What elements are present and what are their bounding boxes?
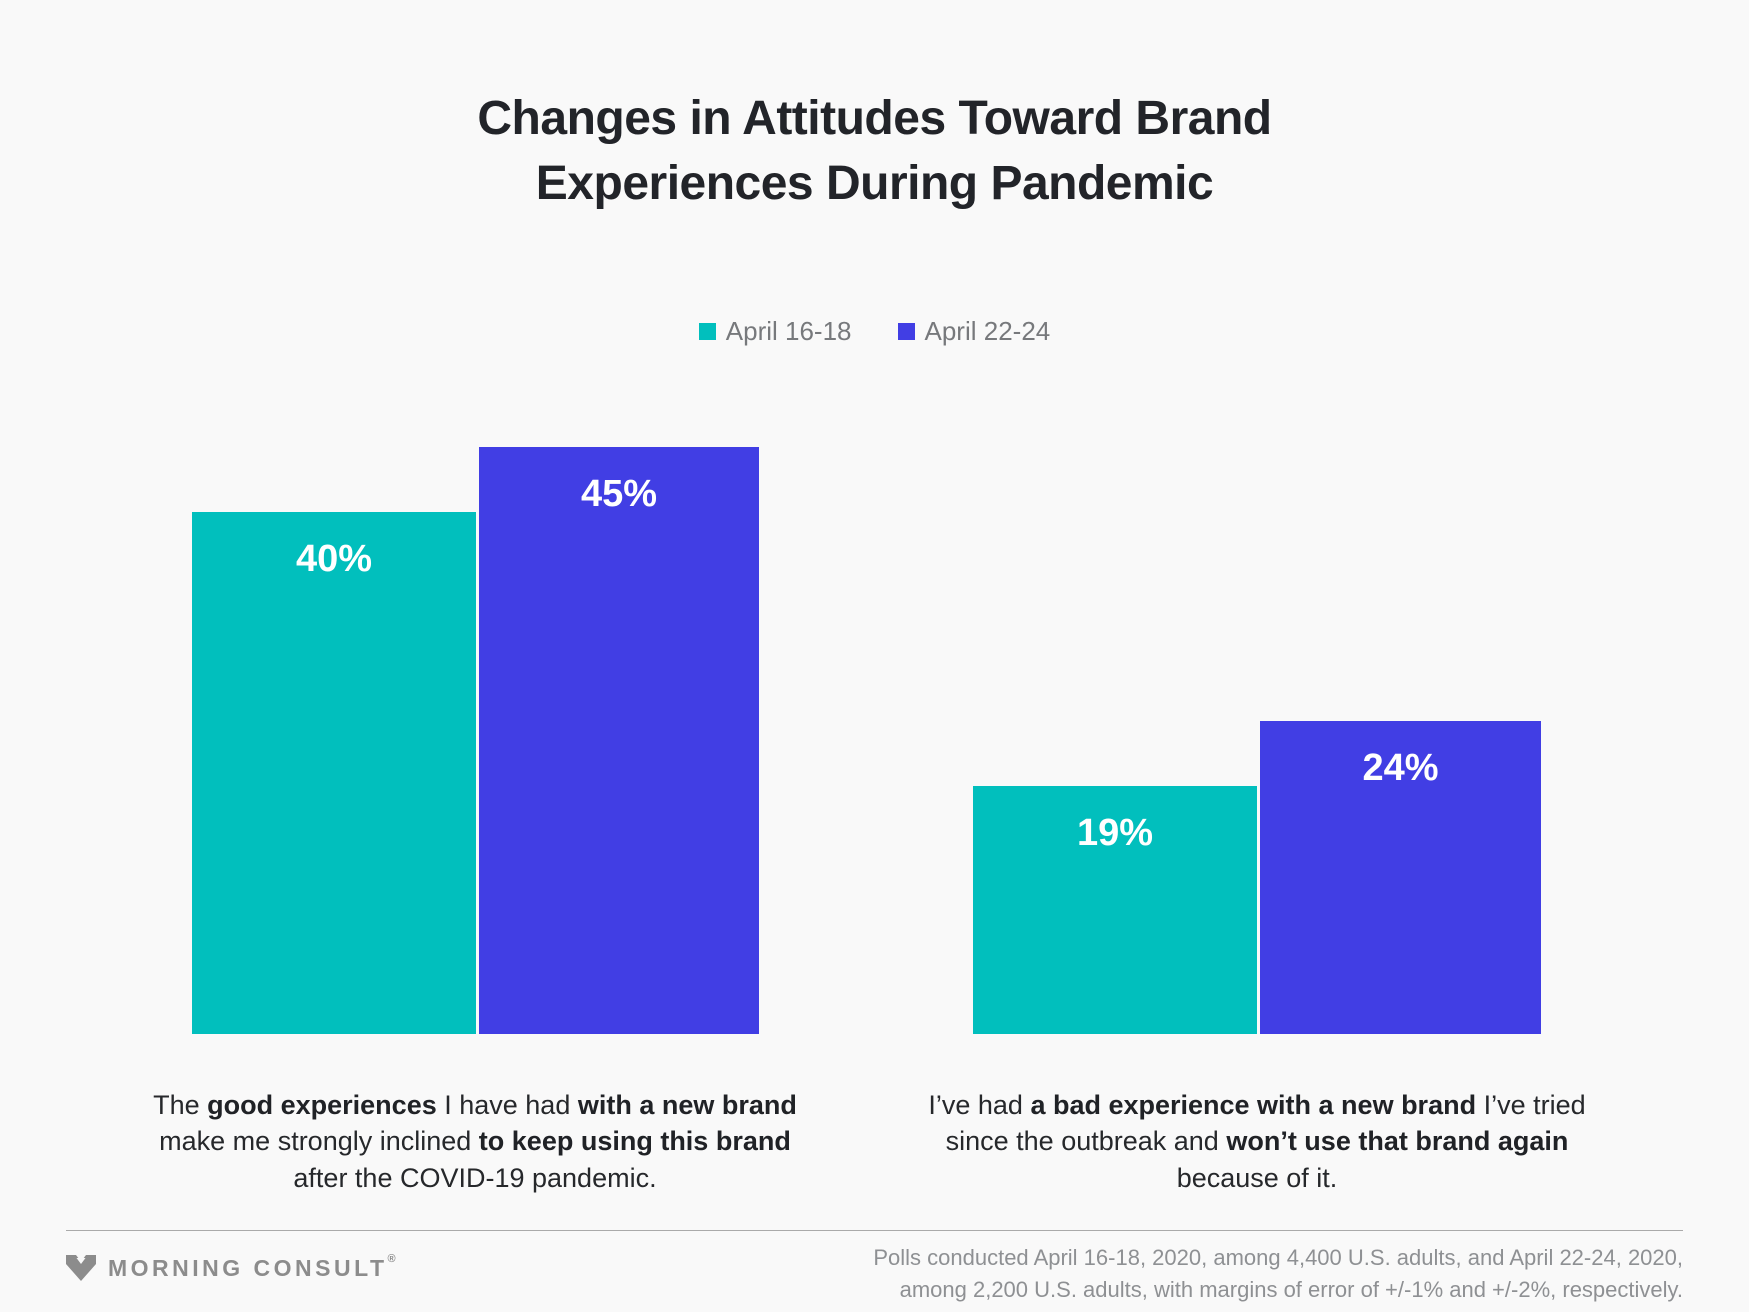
legend-item-april-16-18: April 16-18 bbox=[698, 316, 852, 347]
logo-wordmark: MORNING CONSULT® bbox=[108, 1253, 396, 1281]
source-note: Polls conducted April 16-18, 2020, among… bbox=[873, 1242, 1683, 1306]
source-line-2: among 2,200 U.S. adults, with margins of… bbox=[899, 1276, 1683, 1302]
legend-label-april-22-24: April 22-24 bbox=[924, 316, 1051, 346]
bar-value-label: 24% bbox=[1362, 747, 1439, 789]
caption-good-experience: The good experiences I have had with a n… bbox=[153, 1090, 797, 1193]
bar-value-label: 19% bbox=[1076, 812, 1154, 854]
bar-bad-experience-april-22-24: 24% bbox=[1260, 721, 1541, 1034]
source-line-1: Polls conducted April 16-18, 2020, among… bbox=[873, 1245, 1683, 1270]
legend: April 16-18 April 22-24 bbox=[0, 316, 1749, 347]
bar-value-label: 45% bbox=[580, 473, 658, 515]
caption-bad-experience: I’ve had a bad experience with a new bra… bbox=[928, 1090, 1586, 1193]
bar-bad-experience-april-16-18: 19% bbox=[973, 786, 1257, 1034]
morning-consult-logo: MORNING CONSULT® bbox=[66, 1253, 396, 1282]
morning-consult-m-icon bbox=[66, 1254, 96, 1281]
bar-good-experience-april-22-24: 45% bbox=[479, 447, 759, 1034]
registered-mark: ® bbox=[387, 1253, 396, 1265]
bar-value-label: 40% bbox=[295, 538, 373, 580]
footer-divider bbox=[66, 1230, 1683, 1231]
legend-swatch-blue-icon bbox=[897, 323, 915, 340]
bar-good-experience-april-16-18: 40% bbox=[192, 512, 476, 1034]
legend-swatch-teal-icon bbox=[698, 323, 716, 340]
chart-title: Changes in Attitudes Toward Brand Experi… bbox=[477, 92, 1272, 211]
legend-label-april-16-18: April 16-18 bbox=[725, 316, 852, 346]
legend-item-april-22-24: April 22-24 bbox=[897, 316, 1051, 347]
